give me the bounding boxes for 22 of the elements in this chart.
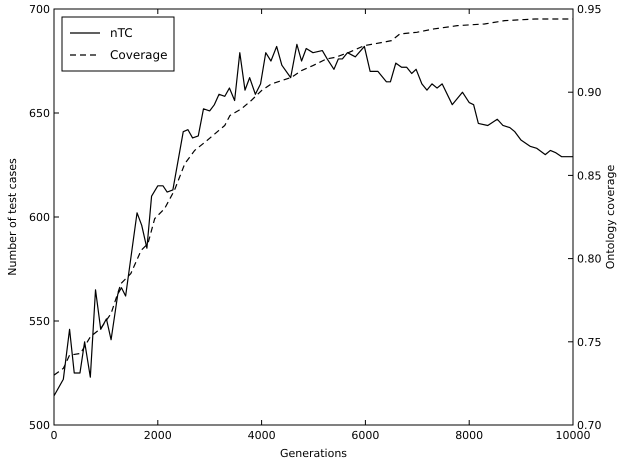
x-tick-label: 2000 [144,429,172,442]
y-tick-label: 600 [29,211,50,224]
y2-tick-label: 0.85 [577,169,602,182]
x-tick-label: 10000 [556,429,590,442]
x-tick-label: 4000 [248,429,276,442]
y2-tick-label: 0.80 [577,252,602,266]
y-tick-label: 700 [29,3,50,16]
x-tick-label: 6000 [351,429,380,442]
x-axis-title: Generations [280,447,348,460]
y2-tick-label: 0.70 [577,419,602,432]
y2-tick-label: 0.75 [577,336,602,349]
y-tick-label: 650 [29,107,50,120]
x-tick-label: 8000 [455,429,484,442]
y2-tick-label: 0.95 [577,3,602,16]
y2-axis-title: Ontology coverage [604,164,617,270]
legend-label: nTC [110,26,133,40]
y-tick-label: 500 [29,419,50,432]
y-tick-label: 550 [29,315,50,328]
x-tick-label: 0 [50,429,58,442]
y2-tick-label: 0.90 [577,86,602,100]
y-axis-title: Number of test cases [6,158,19,276]
legend-label: Coverage [110,48,168,62]
